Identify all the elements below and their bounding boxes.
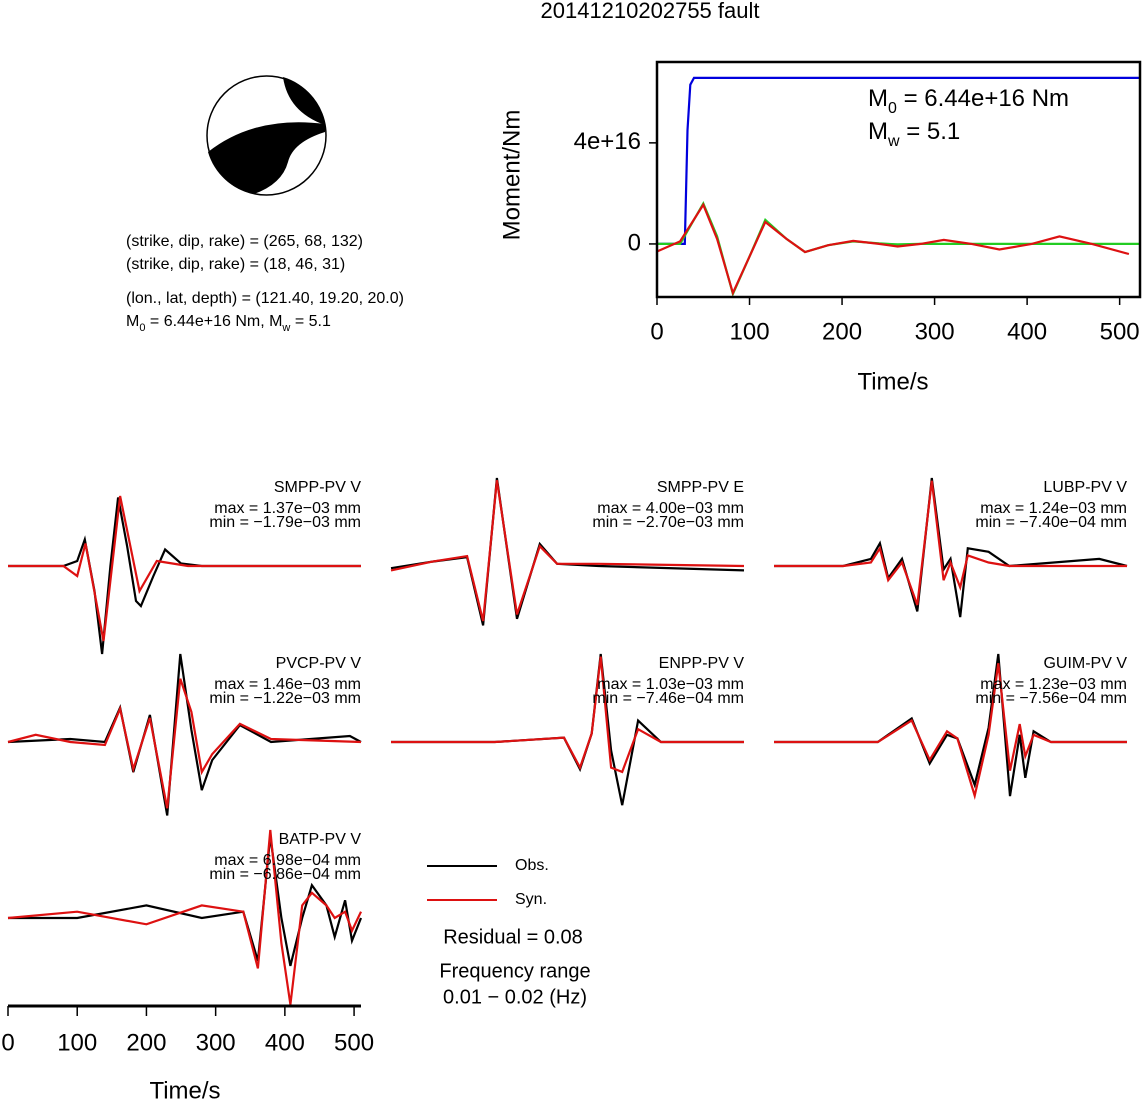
residual: Residual = 0.08 [443, 926, 583, 948]
mechanism-text: (strike, dip, rake) = (265, 68, 132) (str… [126, 233, 404, 334]
x-tick-label: 0 [650, 318, 663, 345]
subscript: 0 [139, 322, 145, 334]
text-part: M [868, 85, 888, 112]
min-label: min = −1.22e−03 mm [209, 690, 361, 707]
min-label: min = −7.46e−04 mm [592, 690, 744, 707]
max-label: max = 1.24e−03 mm [980, 500, 1127, 517]
frequency-label: Frequency range [439, 960, 590, 982]
max-label: max = 1.23e−03 mm [980, 676, 1127, 693]
station-title: GUIM-PV V [1043, 655, 1127, 672]
y-axis-label: Moment/Nm [498, 110, 525, 241]
station-title: SMPP-PV E [657, 479, 744, 496]
max-label: max = 1.46e−03 mm [214, 676, 361, 693]
waveform [774, 663, 1127, 800]
text-part: M [126, 313, 139, 330]
x-tick-label: 0 [1, 1029, 14, 1056]
charts: 0 100 200 300 400 500 0 4e+16 Time/s Moment/Nm M0 … [1, 60, 1142, 1103]
waveform [7, 678, 362, 809]
min-label: min = −7.56e−04 mm [975, 690, 1127, 707]
x-tick-label: 200 [126, 1029, 166, 1056]
plot-frame [655, 60, 1142, 299]
rich-text: Mw = 5.1 [868, 118, 960, 149]
subscript: w [887, 133, 900, 150]
max-label: max = 4.00e−03 mm [597, 500, 744, 517]
mechanism-line: (lon., lat, depth) = (121.40, 19.20, 20.… [126, 290, 404, 307]
min-label: min = −7.40e−04 mm [975, 514, 1127, 531]
y-tick-label: 4e+16 [574, 128, 641, 155]
station-title: PVCP-PV V [276, 655, 362, 672]
subscript: 0 [888, 100, 897, 117]
text-part: = 6.44e+16 Nm [897, 85, 1069, 112]
x-tick-label: 200 [822, 318, 862, 345]
legend-label: Syn. [515, 891, 547, 908]
x-tick-label: 500 [1100, 318, 1140, 345]
frequency-range: 0.01 − 0.02 (Hz) [443, 986, 587, 1008]
waveform [390, 480, 745, 622]
x-tick-label: 100 [57, 1029, 97, 1056]
station-title: SMPP-PV V [274, 479, 361, 496]
x-tick-label: 300 [196, 1029, 236, 1056]
waveform [7, 829, 362, 1005]
station-title: ENPP-PV V [659, 655, 745, 672]
mechanism-line: (strike, dip, rake) = (265, 68, 132) [126, 233, 363, 250]
compression-quadrant [208, 122, 325, 194]
x-tick-label: 400 [265, 1029, 305, 1056]
waveform [391, 656, 744, 774]
text-part: = 6.44e+16 Nm, M [145, 313, 282, 330]
text-part: = 5.1 [900, 118, 961, 145]
x-tick-label: 500 [334, 1029, 374, 1056]
beachball [206, 75, 327, 196]
waveform [774, 477, 1128, 618]
series-line [656, 202, 1130, 297]
text-part: M [868, 118, 888, 145]
figure-title: 20141210202755 fault [541, 0, 760, 23]
waveform [8, 497, 361, 655]
min-label: min = −1.79e−03 mm [209, 514, 361, 531]
subscript: w [281, 322, 290, 334]
max-label: max = 1.03e−03 mm [597, 676, 744, 693]
min-label: min = −2.70e−03 mm [592, 514, 744, 531]
max-label: max = 6.98e−04 mm [214, 852, 361, 869]
x-tick-label: 300 [915, 318, 955, 345]
mechanism-line: (strike, dip, rake) = (18, 46, 31) [126, 256, 345, 273]
waveform [8, 495, 361, 642]
waveform [8, 835, 363, 967]
legend-label: Obs. [515, 857, 549, 874]
x-tick-label: 400 [1007, 318, 1047, 345]
text-part: = 5.1 [290, 313, 331, 330]
rich-text: M0 = 6.44e+16 Nm [868, 85, 1069, 116]
compression-quadrant [283, 77, 325, 125]
x-tick-label: 100 [730, 318, 770, 345]
x-axis-label: Time/s [149, 1077, 220, 1103]
x-axis-label: Time/s [857, 368, 928, 395]
min-label: min = −6.86e−04 mm [209, 866, 361, 883]
waveform [774, 480, 1127, 606]
station-title: LUBP-PV V [1043, 479, 1127, 496]
rich-text: M0 = 6.44e+16 Nm, Mw = 5.1 [126, 313, 331, 334]
station-title: BATP-PV V [279, 831, 362, 848]
max-label: max = 1.37e−03 mm [214, 500, 361, 517]
y-tick-label: 0 [628, 229, 641, 256]
